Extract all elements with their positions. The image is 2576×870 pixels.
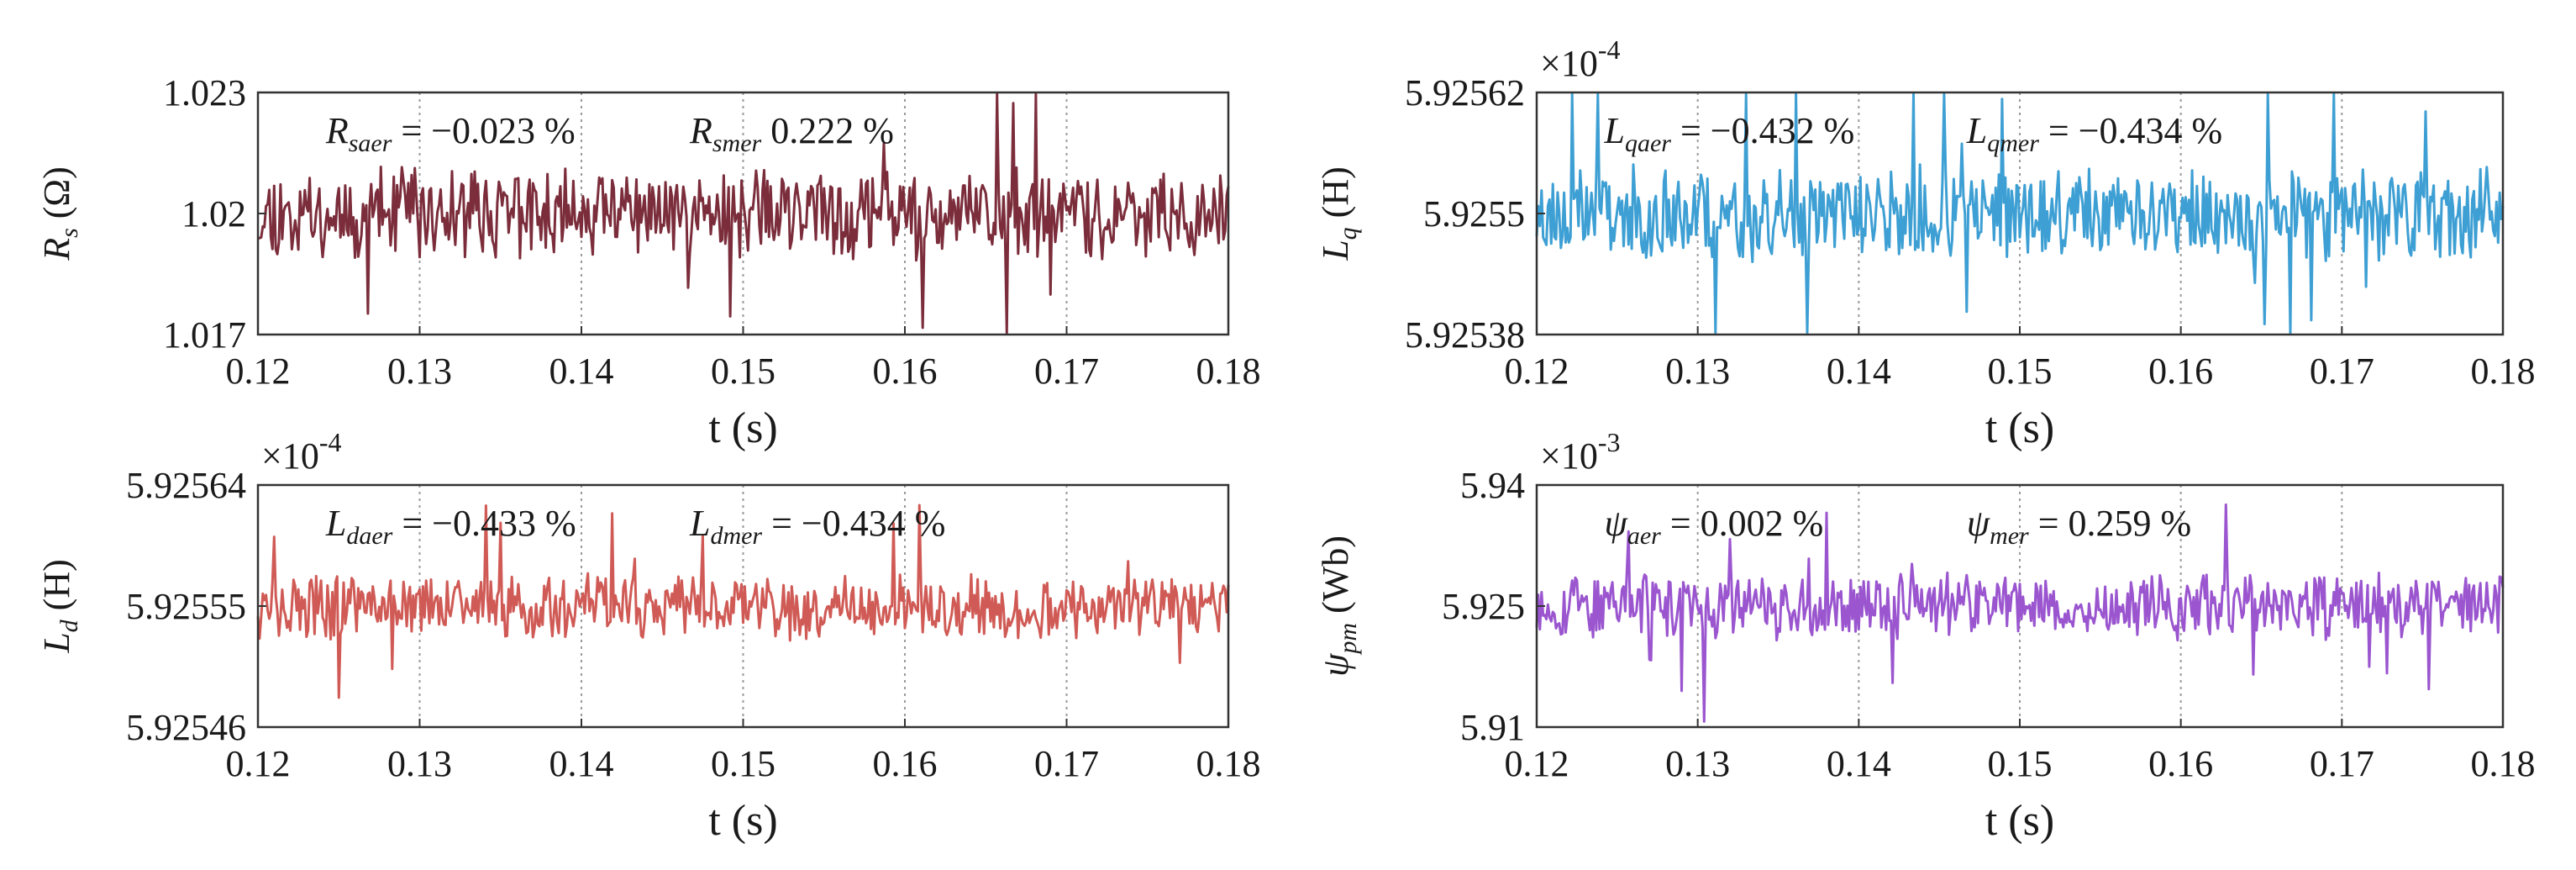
- panel-ld: 0.12 0.13 0.14 0.15 0.16 0.17 0.18 5.92546 5.925…: [36, 427, 1261, 845]
- y-tick-label: 5.92562: [1405, 72, 1525, 113]
- y-tick-label: 5.94: [1460, 465, 1525, 506]
- x-tick-label: 0.12: [1505, 743, 1569, 784]
- x-tick-label: 0.18: [2471, 351, 2536, 392]
- annotation-aer: ψaer = 0.002 %: [1605, 503, 1824, 550]
- annotation-mer: ψmer = 0.259 %: [1967, 503, 2191, 550]
- x-tick-label: 0.13: [1665, 743, 1730, 784]
- x-tick-label: 0.16: [2148, 351, 2213, 392]
- y-tick-label: 5.91: [1460, 707, 1525, 748]
- y-axis-label: Ld (H): [36, 559, 83, 654]
- panel-lq: 0.12 0.13 0.14 0.15 0.16 0.17 0.18 5.92538 5.925…: [1315, 34, 2536, 452]
- y-tick-label: 5.92538: [1405, 314, 1525, 356]
- x-tick-label: 0.14: [549, 743, 614, 784]
- y-tick-label: 1.017: [163, 314, 246, 356]
- x-tick-label: 0.13: [387, 351, 452, 392]
- y-tick-label: 5.92546: [126, 707, 246, 748]
- x-tick-label: 0.16: [2148, 743, 2213, 784]
- series-line-R_s: [257, 92, 1230, 335]
- y-axis-label: Lq (H): [1315, 166, 1362, 261]
- axis-exponent: ×10-4: [1540, 34, 1620, 84]
- x-tick-label: 0.13: [1665, 351, 1730, 392]
- x-tick-label: 0.12: [1505, 351, 1569, 392]
- x-axis-label: t (s): [1985, 797, 2054, 845]
- annotation-qaer: Lqaer = −0.432 %: [1604, 110, 1855, 157]
- x-tick-label: 0.17: [1034, 351, 1099, 392]
- series-line-L_d: [256, 504, 1230, 699]
- y-tick-label: 5.92564: [126, 465, 246, 506]
- panel-psi: 0.12 0.13 0.14 0.15 0.16 0.17 0.18 5.91 5.925 5.9…: [1315, 427, 2536, 845]
- y-tick-label: 5.92555: [126, 586, 246, 627]
- x-tick-label: 0.16: [873, 351, 938, 392]
- x-tick-label: 0.14: [549, 351, 614, 392]
- axis-exponent: ×10-3: [1540, 427, 1620, 477]
- y-axis-label: Rs (Ω): [36, 166, 83, 261]
- axis-exponent: ×10-4: [261, 427, 341, 477]
- annotation-daer: Ldaer = −0.433 %: [325, 503, 576, 550]
- y-tick-label: 5.9255: [1423, 193, 1525, 235]
- x-tick-label: 0.18: [1196, 743, 1261, 784]
- x-tick-label: 0.13: [387, 743, 452, 784]
- x-axis-label: t (s): [708, 797, 777, 845]
- x-tick-label: 0.18: [2471, 743, 2536, 784]
- x-tick-label: 0.16: [873, 743, 938, 784]
- annotation-smer: Rsmer 0.222 %: [689, 110, 894, 157]
- annotation-dmer: Ldmer = −0.434 %: [689, 503, 945, 550]
- y-tick-label: 1.023: [163, 72, 246, 113]
- x-tick-label: 0.14: [1827, 743, 1891, 784]
- x-tick-label: 0.15: [711, 351, 775, 392]
- annotation-qmer: Lqmer = −0.434 %: [1966, 110, 2222, 157]
- y-tick-label: 1.02: [181, 193, 246, 235]
- x-tick-label: 0.15: [1988, 743, 2053, 784]
- series-line-L_q: [1535, 92, 2505, 335]
- annotation-saer: Rsaer = −0.023 %: [325, 110, 576, 157]
- x-tick-label: 0.18: [1196, 351, 1261, 392]
- x-tick-label: 0.17: [2310, 743, 2374, 784]
- x-tick-label: 0.17: [1034, 743, 1099, 784]
- x-tick-label: 0.15: [1988, 351, 2053, 392]
- x-tick-label: 0.12: [226, 351, 291, 392]
- x-axis-label: t (s): [708, 404, 777, 452]
- x-axis-label: t (s): [1985, 404, 2054, 452]
- x-tick-label: 0.12: [226, 743, 291, 784]
- series-line-psi_pm: [1535, 503, 2505, 723]
- x-tick-label: 0.14: [1827, 351, 1891, 392]
- panel-rs: 0.12 0.13 0.14 0.15 0.16 0.17 0.18 1.017 1.02 1.0…: [36, 72, 1261, 452]
- x-tick-label: 0.15: [711, 743, 775, 784]
- y-axis-label: ψpm (Wb): [1315, 535, 1362, 677]
- y-tick-label: 5.925: [1442, 586, 1525, 627]
- x-tick-label: 0.17: [2310, 351, 2374, 392]
